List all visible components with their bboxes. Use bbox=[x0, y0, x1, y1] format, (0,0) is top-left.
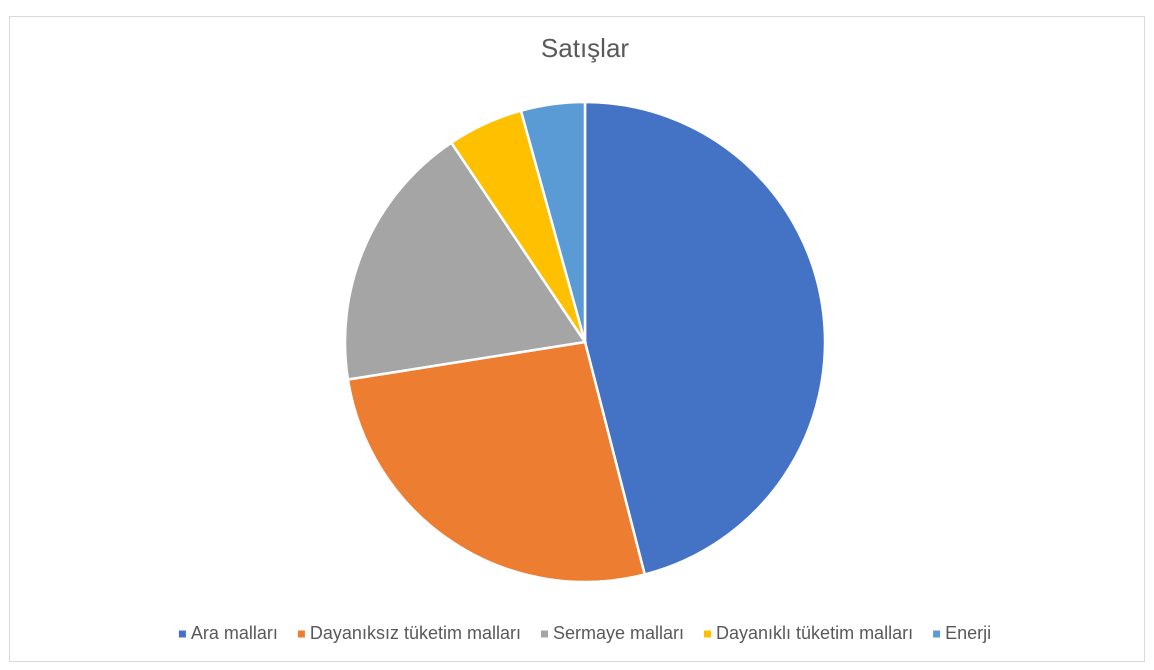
pie-slice bbox=[343, 140, 588, 381]
legend-label: Dayanıksız tüketim malları bbox=[310, 623, 521, 643]
legend-label: Dayanıklı tüketim malları bbox=[716, 623, 913, 643]
legend-label: Sermaye malları bbox=[553, 623, 684, 643]
chart-title: Satışlar bbox=[541, 33, 629, 63]
pie-slice bbox=[519, 100, 587, 343]
legend-marker bbox=[178, 630, 186, 638]
legend-label: Ara malları bbox=[191, 623, 278, 643]
legend-marker bbox=[297, 630, 305, 638]
pie-slice bbox=[346, 340, 647, 584]
legend-marker bbox=[933, 630, 941, 638]
legend-marker bbox=[704, 630, 712, 638]
legend-marker bbox=[540, 630, 548, 638]
legend-label: Enerji bbox=[945, 623, 991, 643]
pie-slice bbox=[583, 100, 827, 576]
